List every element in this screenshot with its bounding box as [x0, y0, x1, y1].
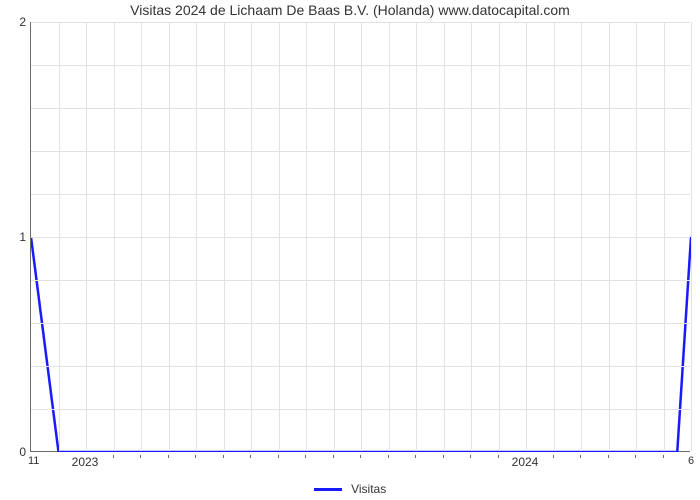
x-minor-tick [250, 455, 251, 458]
x-minor-tick [168, 455, 169, 458]
plot-area [30, 22, 690, 452]
visits-line-chart: Visitas 2024 de Lichaam De Baas B.V. (Ho… [0, 0, 700, 500]
x-minor-tick [278, 455, 279, 458]
gridline-horizontal [31, 280, 690, 281]
gridline-horizontal [31, 237, 690, 238]
x-minor-tick [663, 455, 664, 458]
gridline-horizontal [31, 366, 690, 367]
x-minor-tick [553, 455, 554, 458]
x-minor-tick [305, 455, 306, 458]
x-start-label: 11 [28, 455, 39, 467]
gridline-vertical [691, 22, 692, 451]
x-end-label: 6 [688, 455, 694, 467]
x-minor-tick [608, 455, 609, 458]
gridline-horizontal [31, 22, 690, 23]
x-minor-tick [498, 455, 499, 458]
gridline-horizontal [31, 65, 690, 66]
legend: Visitas [0, 482, 700, 496]
gridline-horizontal [31, 151, 690, 152]
chart-title: Visitas 2024 de Lichaam De Baas B.V. (Ho… [0, 2, 700, 18]
x-minor-tick [580, 455, 581, 458]
x-minor-tick [333, 455, 334, 458]
gridline-horizontal [31, 409, 690, 410]
x-minor-tick [140, 455, 141, 458]
y-tick-label: 2 [0, 15, 26, 29]
x-minor-tick [443, 455, 444, 458]
gridline-horizontal [31, 108, 690, 109]
x-minor-tick [635, 455, 636, 458]
legend-label: Visitas [351, 482, 386, 496]
x-tick-label: 2023 [72, 455, 99, 469]
x-minor-tick [113, 455, 114, 458]
x-minor-tick [195, 455, 196, 458]
y-tick-label: 0 [0, 445, 26, 459]
x-minor-tick [223, 455, 224, 458]
x-minor-tick [360, 455, 361, 458]
x-minor-tick [415, 455, 416, 458]
legend-swatch [314, 488, 342, 491]
y-tick-label: 1 [0, 230, 26, 244]
x-tick-label: 2024 [512, 455, 539, 469]
gridline-horizontal [31, 323, 690, 324]
gridline-horizontal [31, 194, 690, 195]
x-minor-tick [388, 455, 389, 458]
x-minor-tick [470, 455, 471, 458]
